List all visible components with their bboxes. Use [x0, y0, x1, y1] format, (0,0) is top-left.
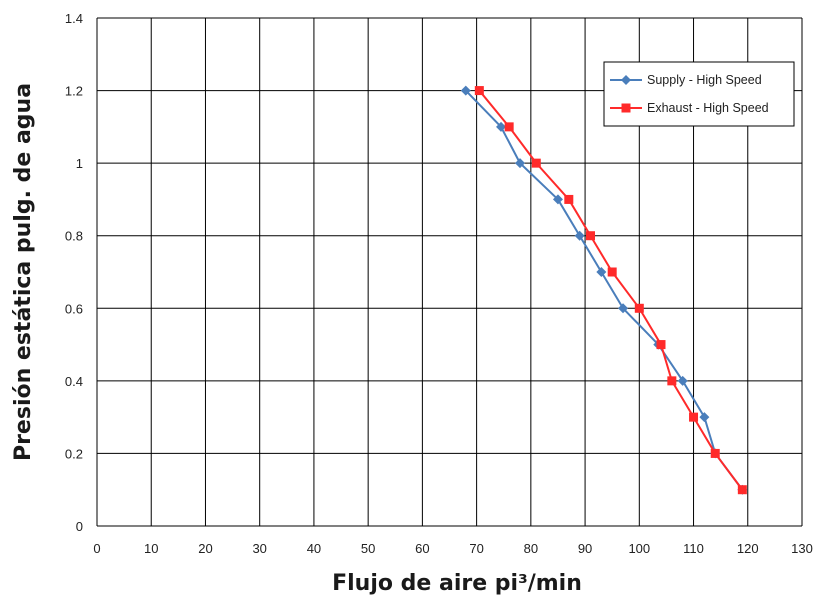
x-tick-label: 100: [628, 541, 650, 556]
tick-labels: 0 10 20 30 40 50 60 70 80 90 100 110 120 130 0 0.2 0.4 0.…: [65, 11, 813, 556]
legend: Supply - High Speed Exhaust - High Speed: [603, 61, 795, 127]
data-point-square: [564, 194, 574, 204]
data-point-diamond: [460, 85, 471, 96]
y-tick-label: 1: [76, 156, 83, 171]
data-point-diamond: [515, 158, 525, 169]
data-point-square: [504, 122, 514, 132]
data-point-diamond: [496, 121, 507, 132]
y-tick-label: 0.2: [65, 446, 83, 461]
legend-label: Supply - High Speed: [647, 73, 762, 87]
x-tick-label: 40: [307, 541, 321, 556]
y-axis-title: Presión estática pulg. de agua: [11, 83, 36, 461]
x-tick-label: 10: [144, 541, 158, 556]
legend-label: Exhaust - High Speed: [647, 101, 769, 115]
series: [460, 85, 748, 495]
data-point-diamond: [699, 412, 710, 423]
data-point-square: [586, 231, 595, 241]
x-axis-title: Flujo de aire pi³/min: [332, 571, 582, 596]
x-tick-label: 110: [683, 541, 704, 556]
x-tick-label: 0: [93, 541, 100, 556]
data-point-square: [689, 412, 699, 422]
x-tick-label: 80: [524, 541, 538, 556]
y-tick-label: 0.6: [65, 301, 83, 316]
y-tick-label: 1.4: [65, 11, 83, 26]
data-point-square: [474, 86, 484, 96]
y-tick-label: 0.8: [65, 229, 83, 244]
data-point-diamond: [596, 267, 607, 277]
x-tick-label: 30: [252, 541, 266, 556]
x-tick-label: 90: [578, 541, 592, 556]
series-line: [465, 89, 744, 491]
data-point-square: [710, 448, 720, 458]
y-tick-label: 1.2: [65, 84, 83, 99]
data-point-diamond: [574, 230, 585, 241]
legend-box: [603, 61, 795, 127]
x-tick-label: 130: [791, 541, 813, 556]
x-tick-label: 50: [361, 541, 375, 556]
x-tick-label: 70: [469, 541, 483, 556]
series-line: [478, 89, 744, 491]
data-point-square: [607, 267, 617, 277]
x-tick-label: 120: [737, 541, 759, 556]
x-tick-label: 60: [415, 541, 429, 556]
data-point-diamond: [618, 303, 629, 314]
y-tick-label: 0: [76, 519, 83, 534]
x-tick-label: 20: [198, 541, 212, 556]
series-1: [474, 86, 747, 495]
data-point-square: [737, 485, 747, 495]
data-point-square: [531, 158, 541, 168]
data-point-square: [656, 340, 666, 350]
legend-swatch-marker: [621, 103, 631, 113]
data-point-square: [667, 376, 677, 386]
data-point-diamond: [677, 375, 688, 386]
data-point-diamond: [552, 194, 563, 205]
data-point-square: [634, 303, 644, 313]
legend-swatch-marker: [621, 75, 631, 85]
y-tick-label: 0.4: [65, 374, 83, 389]
